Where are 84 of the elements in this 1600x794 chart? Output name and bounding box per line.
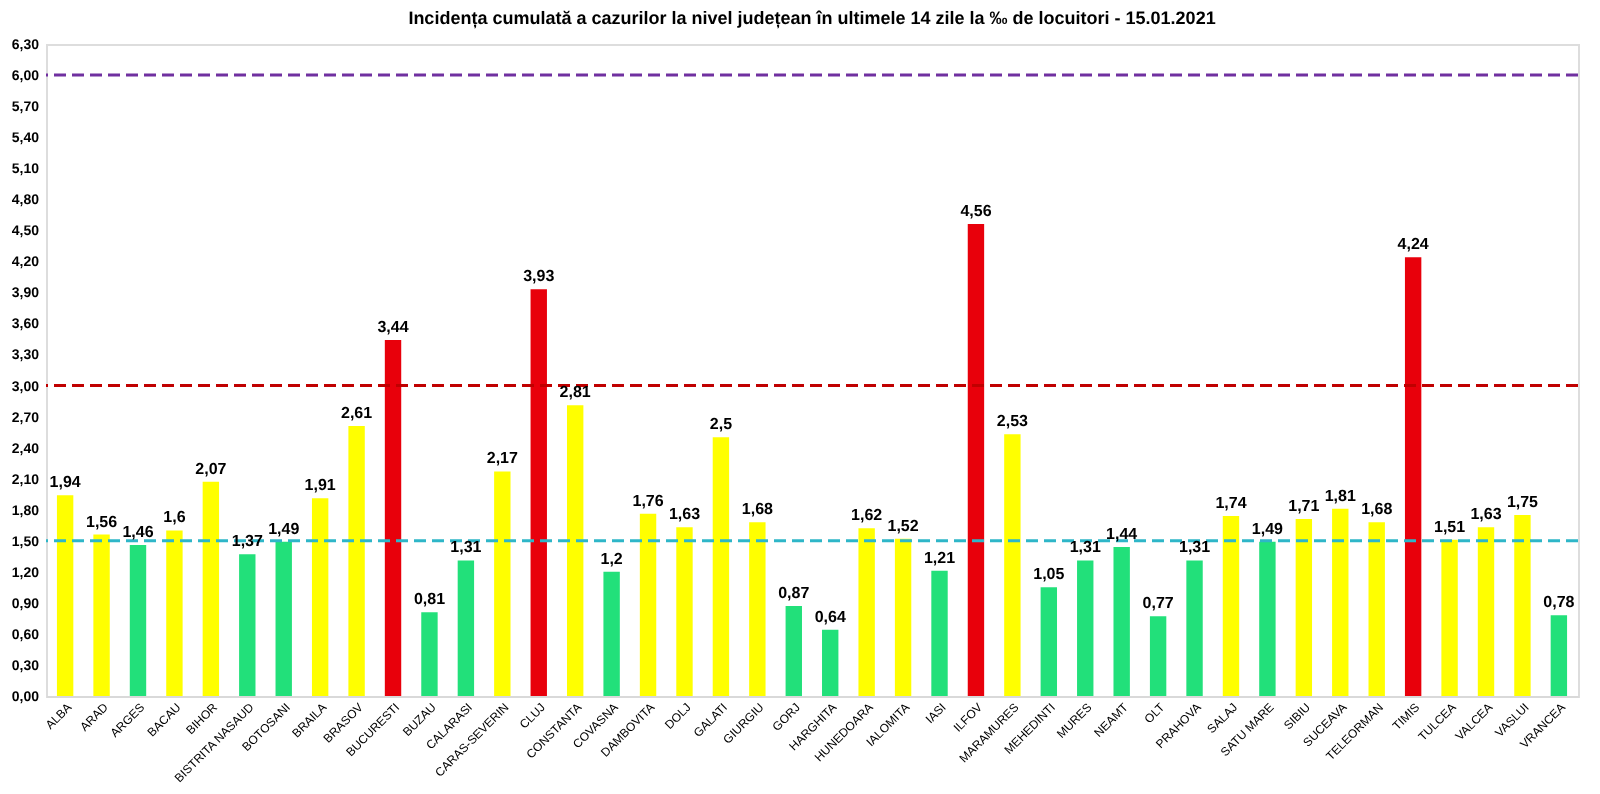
data-label: 2,53 [996,412,1030,431]
bar [1040,587,1058,696]
bar [494,471,511,696]
data-label: 1,68 [741,500,775,519]
data-label: 1,75 [1506,492,1540,511]
bar [676,527,693,696]
data-label: 1,21 [923,548,957,567]
bar [202,481,220,696]
data-label: 1,68 [1361,500,1394,519]
data-label: 0,77 [1142,594,1175,613]
chart-title: Incidența cumulată a cazurilor la nivel județean în ultimele 14 zile la ‰ de locuitori - 15.01.2021 [408,8,1216,30]
bar [348,425,365,696]
bar [384,339,402,696]
data-label: 1,62 [851,506,884,525]
data-label: 2,81 [559,383,592,402]
bar [858,528,875,696]
data-label: 2,07 [195,459,228,478]
bar [1259,541,1276,696]
data-label: 1,74 [1215,493,1248,512]
data-label: 1,31 [1178,538,1212,557]
data-label: 3,44 [377,317,410,336]
data-label: 0,78 [1543,593,1576,612]
bar [822,629,839,696]
data-label: 1,31 [1069,538,1102,557]
data-label: 0,81 [413,590,447,609]
bar [239,554,256,696]
bar [1295,519,1313,696]
bar [1222,515,1240,696]
bar [1550,615,1568,696]
data-label: 1,6 [163,508,187,527]
bar [1477,527,1495,696]
data-label: 1,81 [1324,486,1357,505]
bar [421,612,438,696]
data-label: 1,94 [49,473,82,492]
data-label: 1,49 [1251,519,1285,538]
bar [530,289,547,696]
data-label: 2,61 [341,403,374,422]
data-label: 1,63 [1470,505,1503,524]
bar [56,495,74,696]
data-label: 1,63 [668,505,702,524]
bar [603,571,620,696]
bar [1441,539,1458,696]
data-label: 2,5 [709,415,734,434]
bar [166,530,183,696]
bar [1514,514,1531,696]
bar [1186,560,1203,696]
bar [93,534,110,696]
bar [1404,257,1422,696]
data-label: 1,91 [304,476,337,495]
data-label: 1,31 [450,538,483,557]
data-label: 0,64 [814,607,847,626]
data-label: 1,2 [600,549,624,568]
bar [931,570,948,696]
data-label: 2,17 [486,449,519,468]
data-label: 4,24 [1397,235,1430,254]
data-label: 1,56 [85,512,119,531]
bar [639,513,657,696]
bar [785,605,802,696]
data-label: 1,71 [1288,497,1321,516]
bar [566,405,584,696]
bar [129,544,147,696]
bar [712,437,730,696]
bar [275,541,292,696]
bar [1004,434,1021,696]
bar [749,522,766,696]
data-label: 0,87 [778,583,811,602]
bar [894,538,912,696]
data-label: 1,49 [268,519,301,538]
bar [311,498,329,696]
data-label: 4,56 [960,202,993,221]
bar [1332,508,1349,696]
data-label: 1,52 [887,516,920,535]
data-label: 1,05 [1033,565,1066,584]
data-label: 1,76 [632,491,665,510]
bar [967,224,985,696]
bar [1113,546,1130,696]
bar [457,560,475,696]
data-label: 1,44 [1106,524,1139,543]
data-label: 3,93 [523,267,556,286]
bar [1077,560,1094,696]
bar [1368,522,1385,696]
data-label: 1,46 [122,522,155,541]
bar [1149,616,1167,696]
data-label: 1,51 [1434,517,1467,536]
